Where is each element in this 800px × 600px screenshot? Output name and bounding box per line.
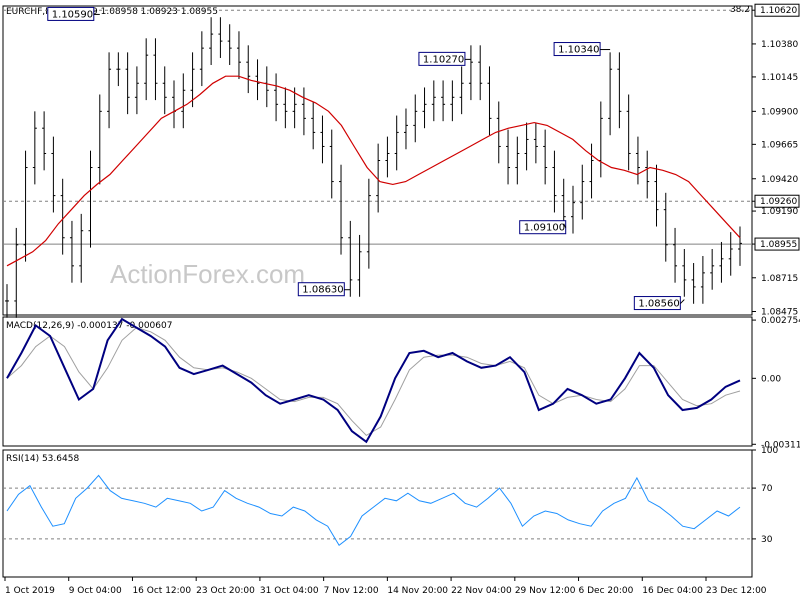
price-annotation: 1.10270 <box>423 54 464 65</box>
rsi-title: RSI(14) 53.6458 <box>6 454 79 464</box>
price-y-tick-label: 1.09190 <box>761 207 798 217</box>
macd-y-tick-label: 0.002754 <box>761 316 800 326</box>
price-annotation-leader <box>563 223 567 228</box>
macd-signal-line <box>6 327 741 437</box>
level-label: 1.08955 <box>760 240 797 250</box>
price-y-tick-label: 1.09665 <box>761 140 798 150</box>
rsi-panel-frame <box>2 449 753 578</box>
chart-header: EURCHF,H4 1.08909 1.08958 1.08923 1.0895… <box>6 7 218 17</box>
price-y-tick-label: 1.08475 <box>761 307 798 317</box>
macd-y-tick-label: -0.003119 <box>761 440 800 450</box>
price-annotation: 1.09100 <box>524 223 565 234</box>
price-annotation-box <box>47 6 95 21</box>
price-annotation: 1.08630 <box>302 285 343 296</box>
macd-line <box>6 317 741 444</box>
x-tick-label: 29 Nov 12:00 <box>515 586 576 596</box>
price-annotation: 1.08560 <box>638 299 679 310</box>
price-y-tick-label: 1.09420 <box>761 175 798 185</box>
rsi-line <box>6 474 741 547</box>
price-y-tick-label: 1.08715 <box>761 274 798 284</box>
price-y-tick-label: 1.10145 <box>761 73 798 83</box>
price-annotation: 1.10590 <box>52 9 93 20</box>
macd-y-tick-label: 0.00 <box>761 374 781 384</box>
x-tick-label: 16 Oct 12:00 <box>132 586 191 596</box>
x-tick-label: 31 Oct 04:00 <box>260 586 319 596</box>
watermark-text: ActionForex.com <box>110 259 305 289</box>
price-y-tick-label: 1.09900 <box>761 107 798 117</box>
x-tick-label: 1 Oct 2019 <box>5 586 55 596</box>
rsi-y-tick-label: 70 <box>761 484 773 494</box>
rsi-y-tick-label: 100 <box>761 446 778 456</box>
x-tick-label: 16 Dec 04:00 <box>642 586 703 596</box>
price-annotation: 1.10340 <box>558 45 599 56</box>
macd-title: MACD(12,26,9) -0.000137 -0.000607 <box>6 321 172 331</box>
price-annotation-leader <box>679 299 685 304</box>
level-label-box <box>754 237 800 251</box>
top-right-label: 38.2 <box>730 5 750 15</box>
x-tick-label: 14 Nov 20:00 <box>387 586 448 596</box>
level-label: 1.09260 <box>760 197 797 207</box>
level-label-box <box>754 3 800 17</box>
macd-panel-frame <box>2 316 753 447</box>
x-tick-label: 23 Dec 12:00 <box>706 586 767 596</box>
level-label-box <box>754 194 800 208</box>
moving-average-line <box>6 75 741 267</box>
x-tick-label: 23 Oct 20:00 <box>196 586 255 596</box>
x-tick-label: 7 Nov 12:00 <box>324 586 379 596</box>
x-tick-label: 9 Oct 04:00 <box>69 586 122 596</box>
level-label: 1.10620 <box>760 6 797 16</box>
rsi-y-tick-label: 30 <box>761 535 773 545</box>
x-tick-label: 22 Nov 04:00 <box>451 586 512 596</box>
price-y-tick-label: 1.10380 <box>761 40 798 50</box>
x-tick-label: 6 Dec 20:00 <box>579 586 634 596</box>
